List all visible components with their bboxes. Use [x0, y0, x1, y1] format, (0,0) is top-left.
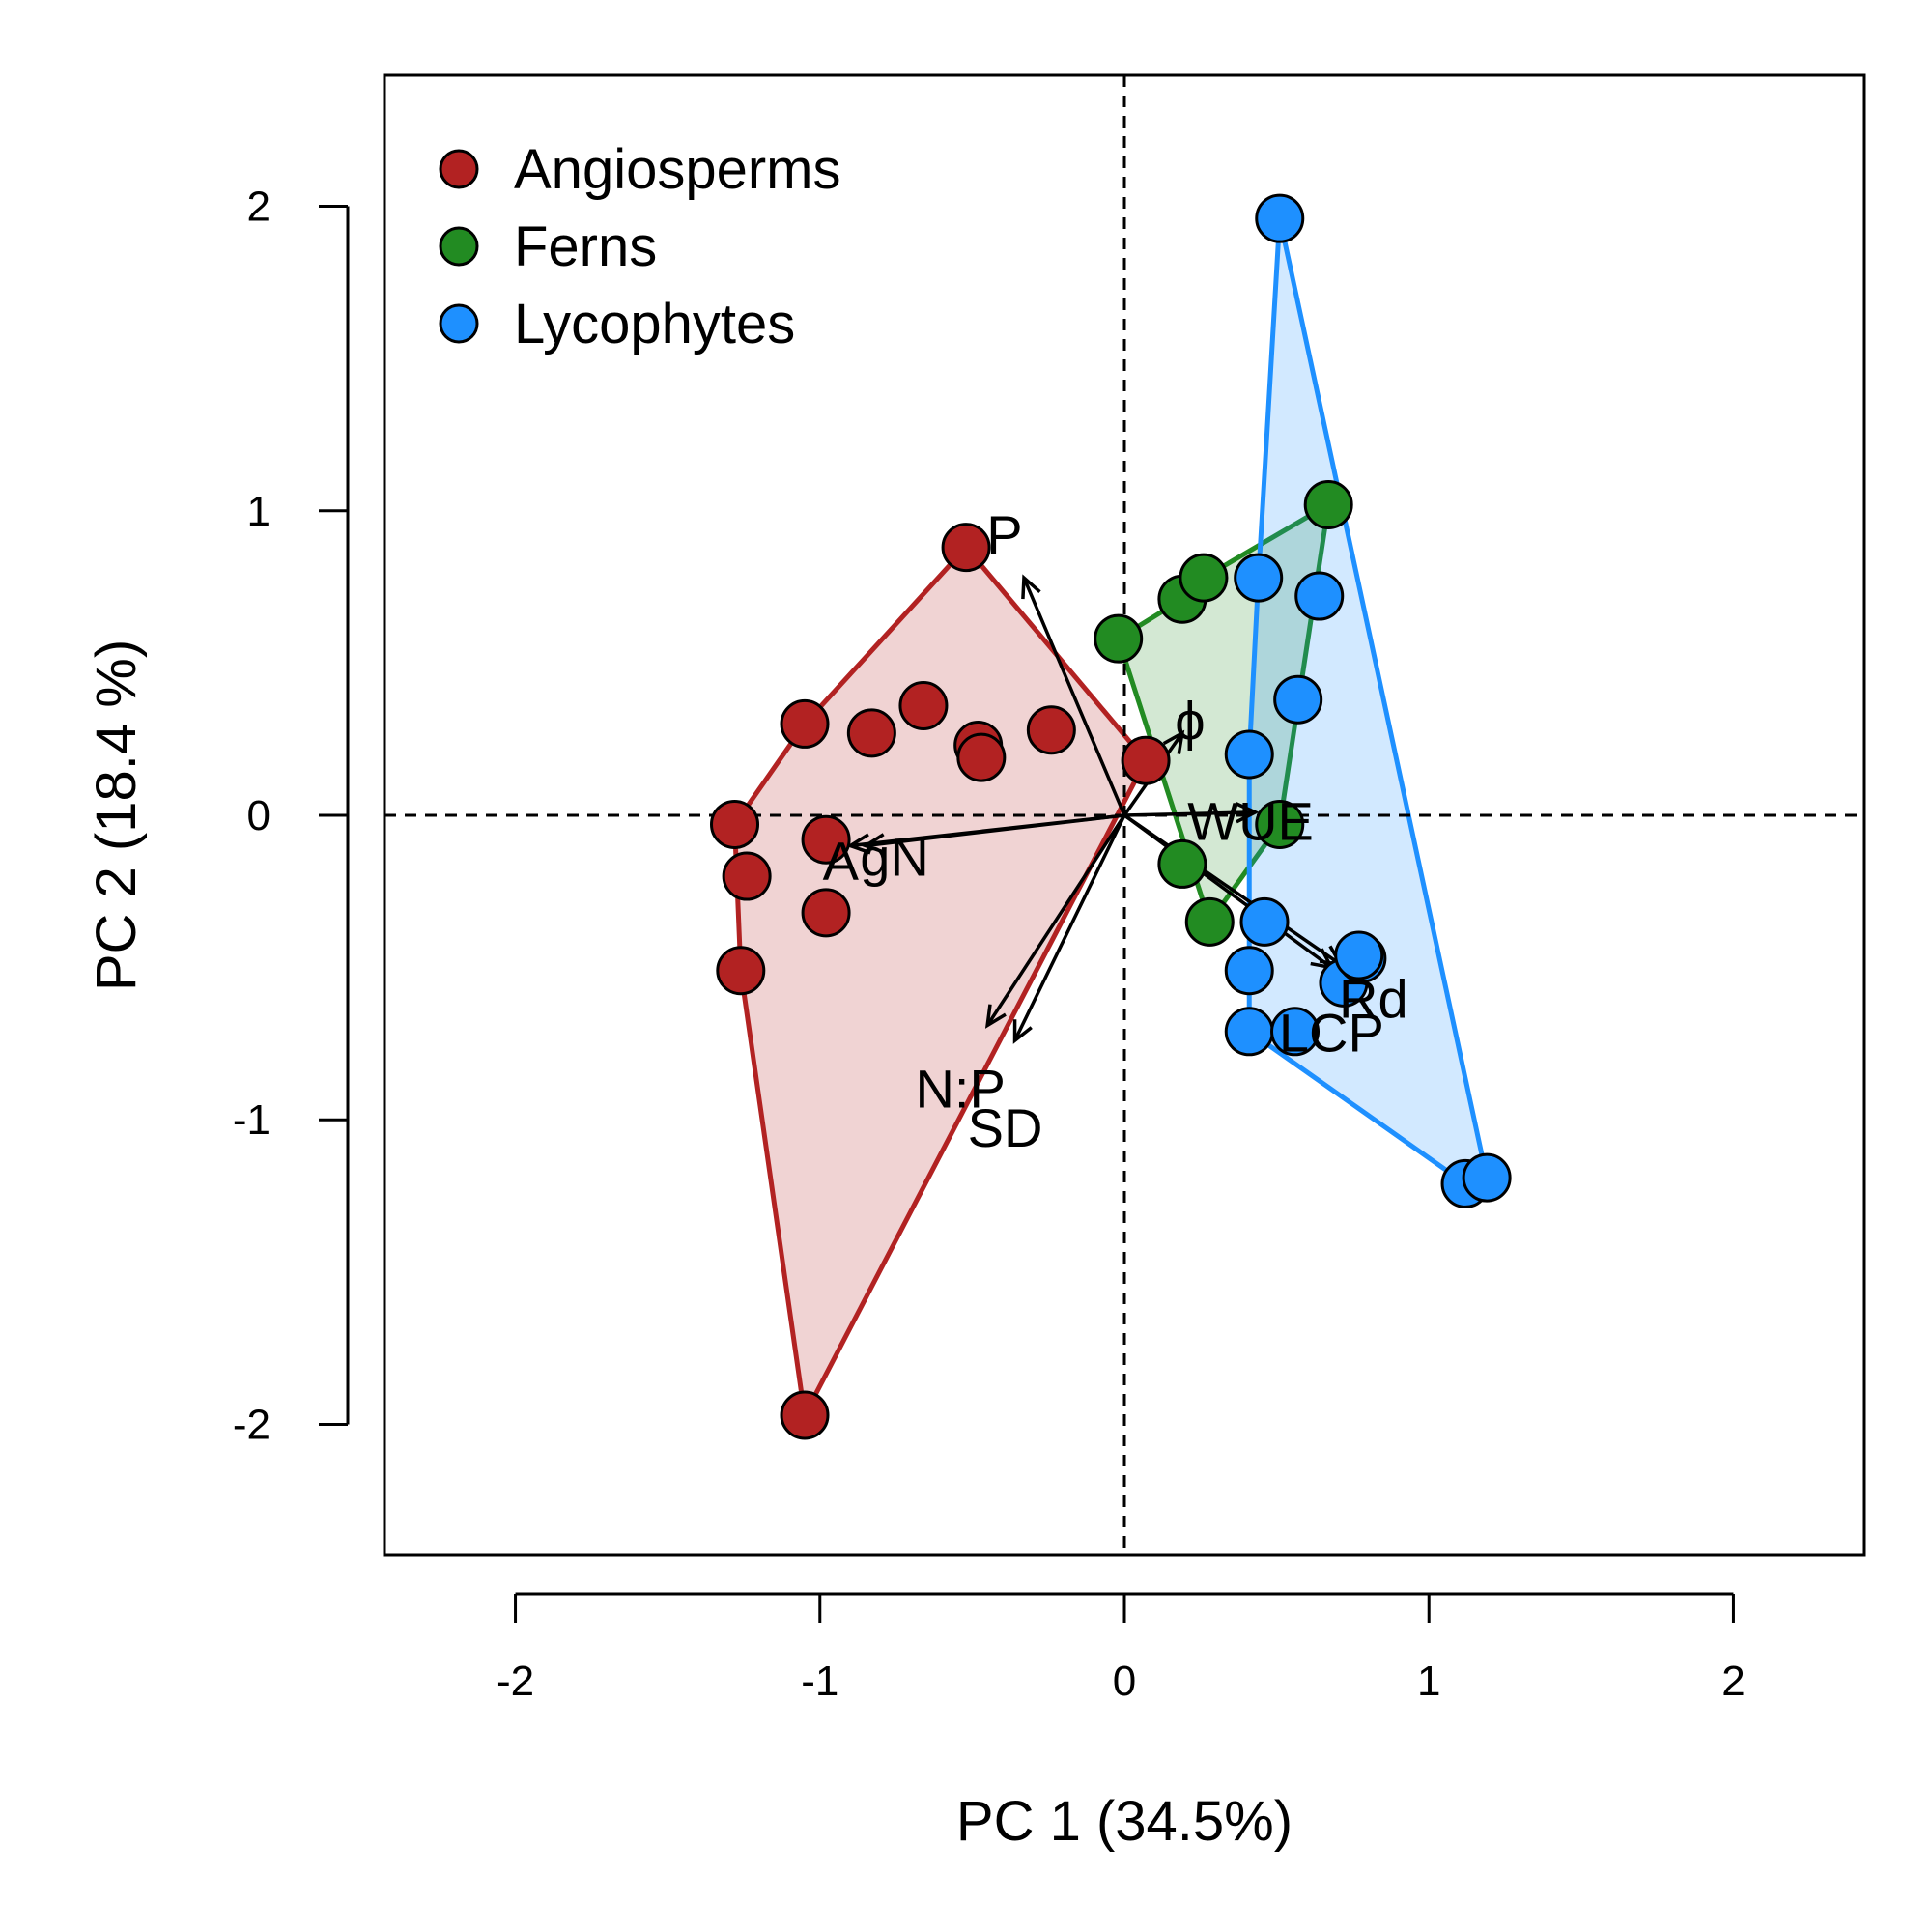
data-points — [710, 193, 1512, 1440]
point-lycophytes — [1334, 930, 1384, 980]
loading-label-n-p: N:P — [915, 1058, 1005, 1119]
legend-item-angiosperms: Angiosperms — [439, 138, 840, 201]
point-angiosperms — [1121, 735, 1171, 785]
loading-label-rd: Rd — [1339, 968, 1408, 1029]
x-axis: -2 -1 0 1 2 — [497, 1592, 1746, 1705]
point-lycophytes — [1224, 1007, 1274, 1057]
arrow-head — [1162, 729, 1185, 754]
arrow-head — [862, 833, 887, 855]
x-tick-label: 1 — [1417, 1658, 1440, 1705]
point-ferns — [1157, 838, 1208, 889]
x-axis-label: PC 1 (34.5%) — [956, 1790, 1293, 1853]
arrow-shaft — [1123, 810, 1256, 817]
loading-arrow-sd — [1012, 814, 1126, 1044]
loading-arrow-gn — [862, 813, 1125, 855]
point-angiosperms — [801, 814, 851, 865]
arrow-shaft — [1123, 813, 1342, 966]
point-lycophytes — [1224, 946, 1274, 996]
point-lycophytes — [1234, 553, 1284, 603]
legend-label: Angiosperms — [514, 138, 840, 201]
x-tick-label: 2 — [1721, 1658, 1745, 1705]
arrow-head — [984, 1004, 1007, 1029]
point-angiosperms — [956, 732, 1007, 782]
point-angiosperms — [941, 523, 991, 573]
legend-marker — [439, 303, 479, 344]
legend-label: Lycophytes — [514, 293, 795, 355]
legend: Angiosperms Ferns Lycophytes — [439, 138, 840, 355]
arrow-shaft — [985, 814, 1126, 1027]
arrow-head — [1235, 802, 1260, 824]
legend-item-ferns: Ferns — [439, 215, 657, 278]
point-angiosperms — [898, 681, 949, 731]
legend-marker — [439, 226, 479, 267]
point-lycophytes — [1462, 1152, 1512, 1203]
y-tick-label: -1 — [233, 1096, 270, 1144]
loading-arrows — [846, 574, 1345, 1044]
point-ferns — [1184, 896, 1235, 947]
arrow-shaft — [1022, 577, 1126, 816]
point-lycophytes — [1270, 1007, 1321, 1057]
x-tick-label: -1 — [801, 1658, 838, 1705]
point-ferns — [1255, 799, 1305, 849]
point-angiosperms — [846, 708, 896, 758]
point-angiosperms — [716, 946, 766, 996]
x-tick-label: 0 — [1113, 1658, 1136, 1705]
hull-angiosperms — [732, 545, 1149, 1418]
loading-label-item: ϕ — [1175, 691, 1205, 752]
point-lycophytes — [1255, 193, 1305, 243]
loading-label-gn: gN — [860, 826, 929, 887]
arrow-head — [846, 833, 871, 855]
point-ferns — [1094, 613, 1144, 664]
point-angiosperms — [780, 698, 830, 749]
point-angiosperms — [780, 1390, 830, 1440]
arrow-shaft — [1012, 814, 1126, 1042]
y-axis: -2 -1 0 1 2 — [233, 184, 350, 1448]
loading-label-a: A — [823, 830, 860, 891]
arrow-shaft — [865, 813, 1125, 848]
point-lycophytes — [1294, 571, 1345, 621]
point-ferns — [1179, 553, 1229, 603]
point-angiosperms — [722, 851, 772, 901]
point-ferns — [1303, 479, 1353, 529]
y-axis-label: PC 2 (18.4 %) — [85, 639, 148, 991]
loading-label-wue: WUE — [1187, 791, 1314, 852]
y-tick-label: 1 — [247, 488, 270, 535]
loading-label-lcp: LCP — [1279, 1002, 1384, 1063]
point-lycophytes — [1224, 729, 1274, 780]
arrow-head — [1021, 574, 1041, 600]
legend-item-lycophytes: Lycophytes — [439, 293, 795, 355]
loading-label-p: P — [986, 504, 1022, 565]
point-lycophytes — [1239, 896, 1290, 947]
plot-frame — [383, 73, 1866, 1557]
loading-label-sd: SD — [968, 1097, 1043, 1158]
loading-arrow-wue — [1123, 802, 1260, 824]
loading-arrow-n-p — [984, 814, 1126, 1029]
loading-arrow-p — [1021, 574, 1126, 816]
y-tick-label: 2 — [247, 184, 270, 231]
legend-marker — [439, 149, 479, 189]
y-tick-label: -2 — [233, 1401, 270, 1448]
y-tick-label: 0 — [247, 792, 270, 839]
legend-label: Ferns — [514, 215, 657, 278]
point-angiosperms — [1026, 705, 1076, 755]
x-tick-label: -2 — [497, 1658, 534, 1705]
point-angiosperms — [710, 799, 760, 849]
point-lycophytes — [1273, 674, 1323, 724]
arrow-head — [1012, 1019, 1033, 1044]
point-angiosperms — [801, 888, 851, 938]
